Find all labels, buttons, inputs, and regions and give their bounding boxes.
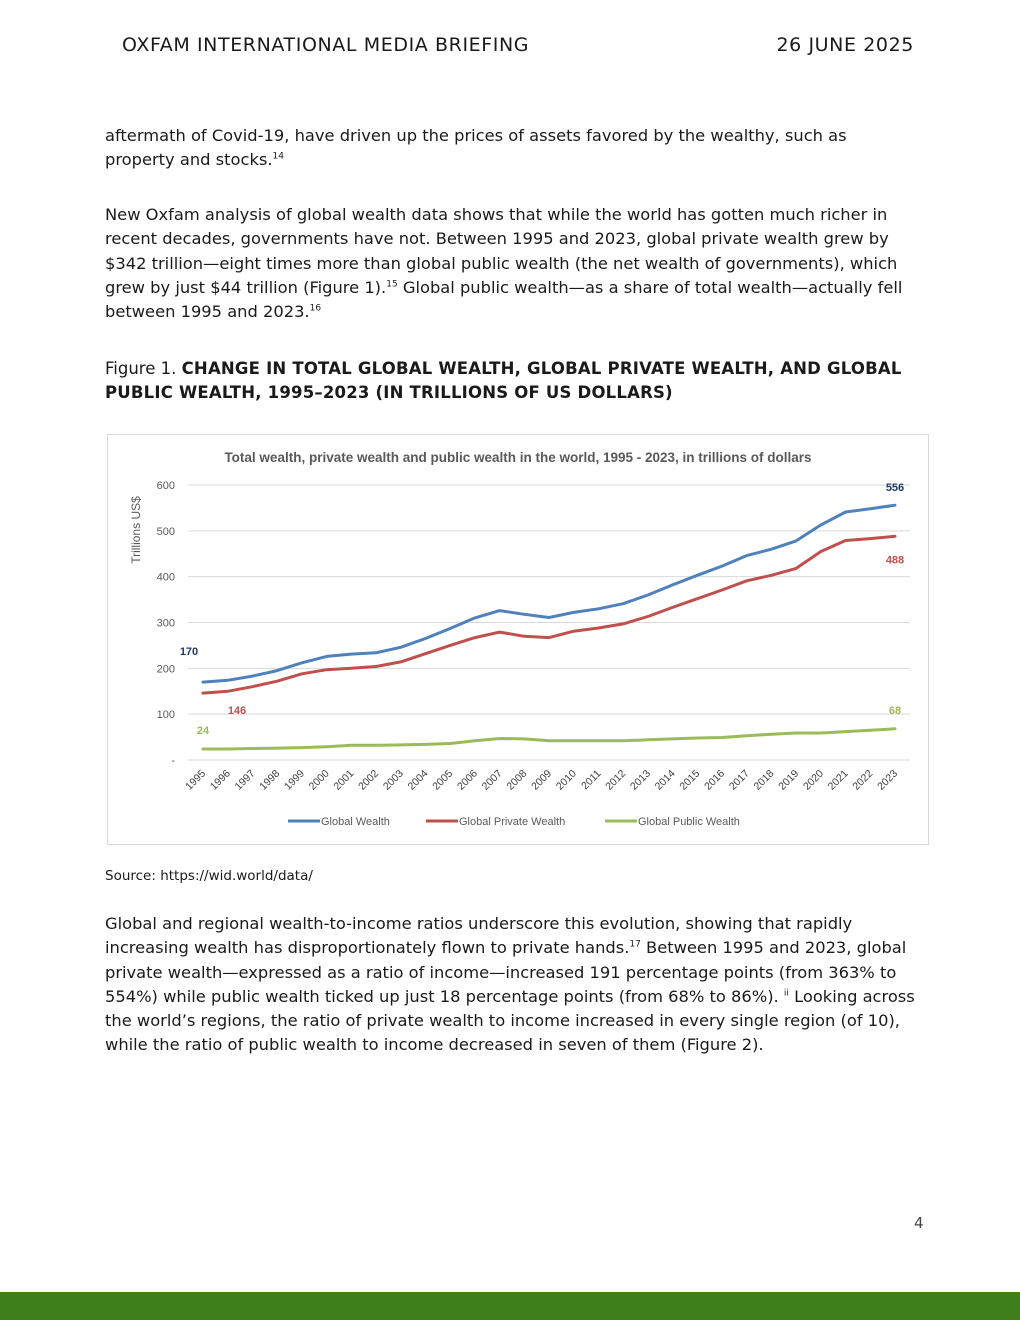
data-label: 24: [197, 725, 210, 737]
figure-title: CHANGE IN TOTAL GLOBAL WEALTH, GLOBAL PR…: [105, 359, 902, 402]
x-tick-label: 1996: [208, 768, 233, 793]
x-tick-label: 2012: [603, 768, 628, 793]
chart-title: Total wealth, private wealth and public …: [224, 450, 811, 465]
figure-caption: Figure 1. CHANGE IN TOTAL GLOBAL WEALTH,…: [105, 357, 905, 405]
y-tick-label: 600: [157, 480, 175, 492]
footer-bar: [0, 1292, 1020, 1320]
x-tick-label: 2017: [727, 768, 752, 793]
header-date: 26 JUNE 2025: [776, 34, 914, 56]
series-line-3: [201, 727, 897, 751]
x-tick-label: 2003: [381, 768, 406, 793]
series-lines: [201, 503, 897, 751]
paragraph-1-text: aftermath of Covid-19, have driven up th…: [105, 126, 847, 170]
paragraph-3-text-b: Between 1995 and 2023, global private we…: [105, 938, 907, 1006]
x-tick-label: 2022: [850, 768, 875, 793]
x-tick-label: 2015: [677, 768, 702, 793]
page-number: 4: [914, 1214, 924, 1232]
footnote-ref[interactable]: ii: [783, 988, 789, 999]
x-tick-label: 2013: [628, 768, 653, 793]
data-label: 146: [228, 705, 246, 717]
x-tick-label: 2000: [307, 768, 332, 793]
x-tick-label: 2023: [875, 768, 900, 793]
x-tick-label: 2008: [504, 768, 529, 793]
x-tick-label: 1997: [233, 768, 258, 793]
footnote-ref[interactable]: 16: [309, 303, 322, 314]
series-line-2: [201, 534, 897, 695]
x-tick-label: 1998: [257, 768, 282, 793]
page-header: OXFAM INTERNATIONAL MEDIA BRIEFING 26 JU…: [122, 34, 914, 64]
y-tick-label: 400: [157, 572, 175, 584]
figure-label: Figure 1.: [105, 359, 182, 378]
legend-label: Global Wealth: [321, 816, 390, 828]
paragraph-2-text-a: New Oxfam analysis of global wealth data…: [105, 205, 898, 297]
legend-label: Global Public Wealth: [638, 816, 740, 828]
paragraph-3: Global and regional wealth-to-income rat…: [105, 912, 920, 1058]
x-tick-label: 2009: [529, 768, 554, 793]
y-tick-label: 500: [157, 526, 175, 538]
y-tick-label: -: [171, 755, 175, 767]
x-tick-label: 2005: [430, 768, 455, 793]
figure-source: Source: https://wid.world/data/: [105, 868, 313, 884]
x-tick-label: 2002: [356, 768, 381, 793]
footnote-ref[interactable]: 14: [272, 151, 284, 162]
x-tick-label: 2006: [455, 768, 480, 793]
x-tick-label: 1999: [282, 768, 307, 793]
x-tick-label: 2018: [752, 768, 777, 793]
x-axis-ticks: 1995 1996 1997 1998 1999 2000 2001 2002 2003 2004…: [183, 768, 900, 793]
paragraph-2: New Oxfam analysis of global wealth data…: [105, 203, 920, 324]
y-tick-label: 100: [157, 709, 175, 721]
x-tick-label: 2021: [826, 768, 851, 793]
x-tick-label: 2001: [331, 768, 356, 793]
line-chart-svg: Total wealth, private wealth and public …: [129, 450, 910, 828]
x-tick-label: 1995: [183, 768, 208, 793]
paragraph-1: aftermath of Covid-19, have driven up th…: [105, 124, 920, 173]
x-tick-label: 2014: [653, 768, 678, 793]
series-line-1: [201, 503, 897, 684]
paragraph-3-text-a: Global and regional wealth-to-income rat…: [105, 914, 853, 958]
data-label: 556: [886, 482, 904, 494]
data-labels: 170 556 146 488 24 68: [180, 482, 904, 737]
y-axis-ticks: - 100 200 300 400 500 600: [157, 480, 176, 767]
x-tick-label: 2007: [480, 768, 505, 793]
y-tick-label: 200: [157, 663, 175, 675]
chart-legend: Global Wealth Global Private Wealth Global…: [288, 816, 740, 828]
data-label: 68: [889, 705, 901, 717]
y-tick-label: 300: [157, 618, 175, 630]
x-tick-label: 2016: [702, 768, 727, 793]
data-label: 488: [886, 554, 904, 566]
footnote-ref[interactable]: 15: [386, 279, 398, 290]
legend-label: Global Private Wealth: [459, 816, 565, 828]
paragraph-2-text-b: Global public wealth—as a share of total…: [105, 277, 903, 322]
x-tick-label: 2019: [776, 768, 801, 793]
footnote-ref[interactable]: 17: [629, 939, 641, 950]
chart: Total wealth, private wealth and public …: [107, 434, 929, 845]
data-label: 170: [180, 646, 198, 658]
y-axis-label: Trillions US$: [129, 496, 143, 564]
x-tick-label: 2020: [801, 768, 826, 793]
gridlines: [188, 484, 910, 761]
x-tick-label: 2004: [406, 768, 431, 793]
header-title: OXFAM INTERNATIONAL MEDIA BRIEFING: [122, 34, 530, 56]
x-tick-label: 2011: [579, 768, 604, 793]
x-tick-label: 2010: [554, 768, 579, 793]
paragraph-3-text-c: Looking across the world’s regions, the …: [105, 986, 915, 1055]
